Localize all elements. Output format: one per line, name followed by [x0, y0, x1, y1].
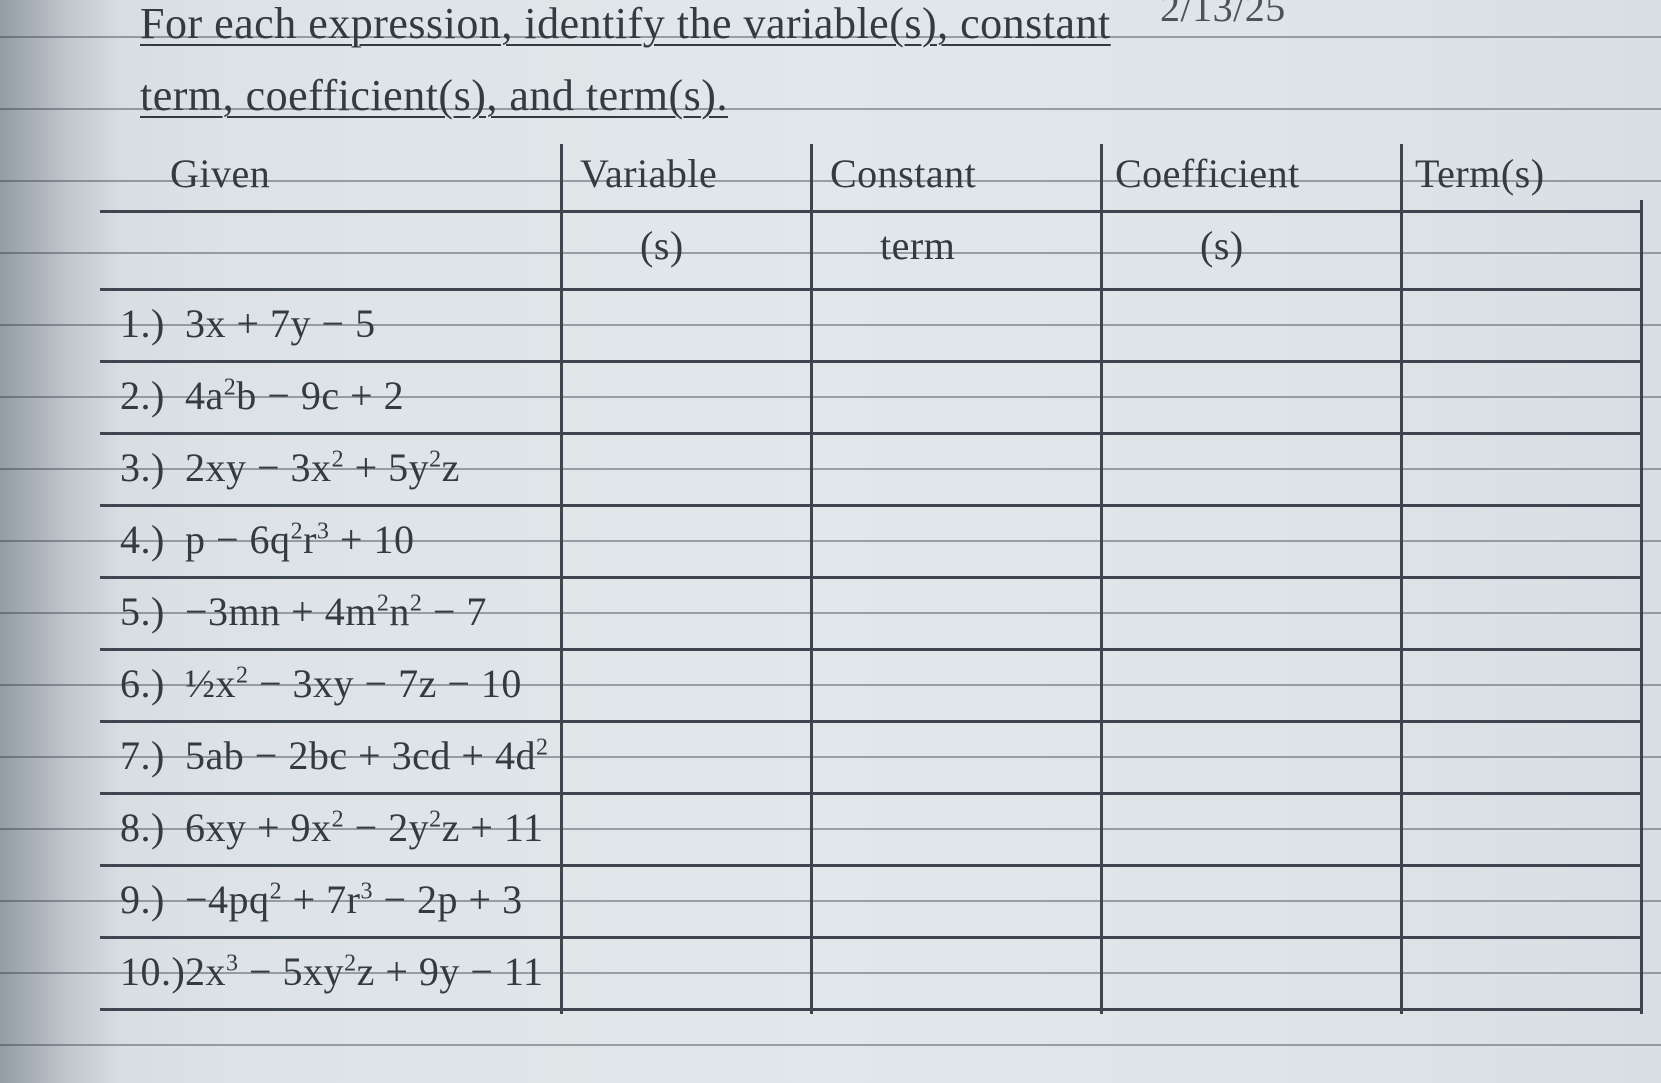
expression: 3x + 7y − 5: [185, 300, 376, 347]
notebook-paper: 2/13/25 For each expression, identify th…: [0, 0, 1661, 1083]
expression: 4a2b − 9c + 2: [185, 372, 404, 419]
expression: 5ab − 2bc + 3cd + 4d2: [185, 732, 548, 779]
instruction-line-2: term, coefficient(s), and term(s).: [140, 70, 1621, 121]
col-variable-sub: (s): [640, 222, 684, 269]
expression: 2x3 − 5xy2z + 9y − 11: [185, 948, 543, 995]
col-coefficient-label: Coefficient: [1115, 150, 1300, 197]
row-number: 8.): [120, 804, 165, 851]
row-number: 7.): [120, 732, 165, 779]
expression: ½x2 − 3xy − 7z − 10: [185, 660, 522, 707]
col-constant-label: Constant: [830, 150, 976, 197]
row-number: 1.): [120, 300, 165, 347]
row-number: 4.): [120, 516, 165, 563]
expression: −3mn + 4m2n2 − 7: [185, 588, 487, 635]
expression: 2xy − 3x2 + 5y2z: [185, 444, 460, 491]
expression: −4pq2 + 7r3 − 2p + 3: [185, 876, 523, 923]
col-constant-sub: term: [880, 222, 955, 269]
row-number: 5.): [120, 588, 165, 635]
instruction-line-1: For each expression, identify the variab…: [140, 0, 1621, 49]
expression: 6xy + 9x2 − 2y2z + 11: [185, 804, 543, 851]
col-terms-label: Term(s): [1415, 150, 1545, 197]
col-given-label: Given: [170, 150, 270, 197]
row-number: 6.): [120, 660, 165, 707]
binding-shadow: [0, 0, 120, 1083]
row-number: 10.): [120, 948, 185, 995]
col-variable-label: Variable: [580, 150, 717, 197]
row-number: 2.): [120, 372, 165, 419]
expression: p − 6q2r3 + 10: [185, 516, 414, 563]
row-number: 9.): [120, 876, 165, 923]
row-number: 3.): [120, 444, 165, 491]
col-coefficient-sub: (s): [1200, 222, 1244, 269]
